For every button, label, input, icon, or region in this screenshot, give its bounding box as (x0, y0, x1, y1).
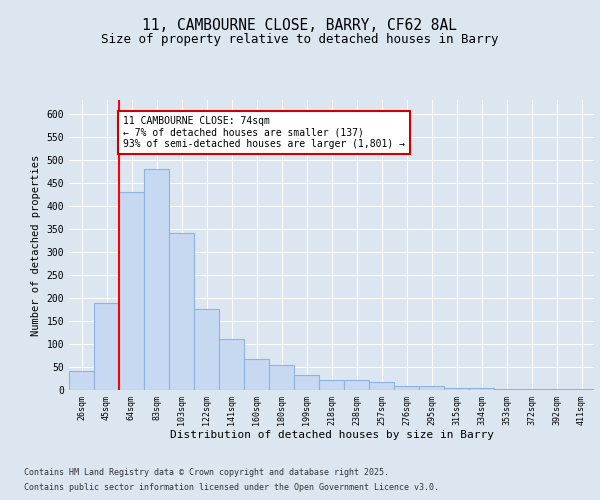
Bar (244, 358, 269, 390)
Bar (69, 370, 94, 390)
Bar (569, 389, 594, 390)
Bar (269, 364, 294, 390)
Bar (494, 388, 519, 390)
Bar (419, 386, 444, 390)
Text: Contains HM Land Registry data © Crown copyright and database right 2025.: Contains HM Land Registry data © Crown c… (24, 468, 389, 477)
Text: 11 CAMBOURNE CLOSE: 74sqm
← 7% of detached houses are smaller (137)
93% of semi-: 11 CAMBOURNE CLOSE: 74sqm ← 7% of detach… (123, 116, 405, 150)
Bar (94, 302, 119, 390)
Bar (219, 340, 244, 390)
X-axis label: Distribution of detached houses by size in Barry: Distribution of detached houses by size … (170, 430, 493, 440)
Bar (294, 375, 319, 390)
Bar (169, 234, 194, 390)
Y-axis label: Number of detached properties: Number of detached properties (31, 154, 41, 336)
Bar (119, 192, 144, 390)
Bar (319, 380, 344, 390)
Text: Contains public sector information licensed under the Open Government Licence v3: Contains public sector information licen… (24, 483, 439, 492)
Text: 11, CAMBOURNE CLOSE, BARRY, CF62 8AL: 11, CAMBOURNE CLOSE, BARRY, CF62 8AL (143, 18, 458, 32)
Bar (544, 389, 569, 390)
Bar (194, 310, 219, 390)
Bar (344, 380, 369, 390)
Bar (394, 386, 419, 390)
Bar (469, 388, 494, 390)
Bar (369, 382, 394, 390)
Bar (444, 388, 469, 390)
Bar (519, 389, 544, 390)
Text: Size of property relative to detached houses in Barry: Size of property relative to detached ho… (101, 32, 499, 46)
Bar (144, 169, 169, 390)
